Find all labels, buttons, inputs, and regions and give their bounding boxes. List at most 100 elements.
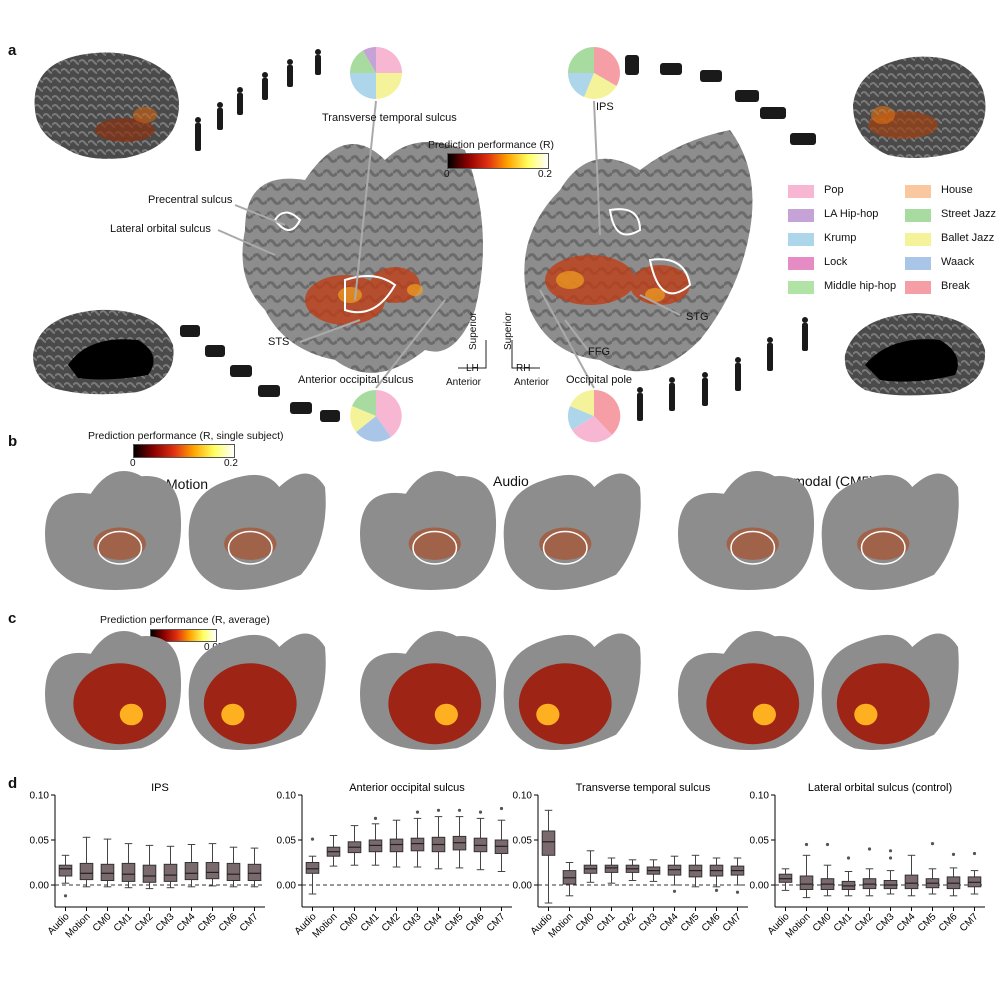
- x-tick-label: CM6: [700, 911, 723, 934]
- x-tick-label: CM2: [380, 911, 403, 934]
- box-cm2: [142, 864, 157, 883]
- activation-blob: [726, 527, 779, 560]
- colorbar-b-max: 0.2: [224, 458, 238, 469]
- x-tick-label: CM5: [679, 911, 702, 934]
- y-tick-label: 0.10: [513, 791, 533, 802]
- pie-occipital-pole: [567, 389, 621, 443]
- outlier-point: [735, 890, 740, 894]
- label-rh: RH: [516, 363, 531, 374]
- flatmap-right-hemisphere: [524, 130, 753, 372]
- brain-lateral-right-render: [853, 56, 986, 159]
- x-tick-label: CM4: [175, 911, 198, 934]
- x-tick-label: CM5: [916, 911, 939, 934]
- panel-label-b: b: [8, 433, 18, 450]
- y-tick-label: 0.05: [277, 836, 297, 847]
- x-tick-label: CM4: [422, 911, 445, 934]
- box-cm1: [121, 862, 136, 882]
- colorbar-a-min: 0: [444, 169, 450, 180]
- dancer-sequence-bottom-left: [180, 325, 340, 422]
- flatmap-audio-single: [360, 470, 641, 590]
- y-tick-label: 0.05: [750, 836, 770, 847]
- colorbar-a: [447, 153, 549, 169]
- x-tick-label: CM0: [574, 911, 597, 934]
- flatmap-cm5-single: [678, 470, 959, 590]
- brain-lateral-left-render: [34, 52, 179, 159]
- x-tick-label: CM0: [91, 911, 114, 934]
- outlier-point: [478, 810, 483, 814]
- label-anterior-right: Anterior: [514, 377, 550, 388]
- box-motion: [799, 875, 814, 890]
- box-audio: [58, 864, 73, 877]
- subplot-title: Lateral orbital sulcus (control): [808, 782, 952, 794]
- label-superior-left: Superior: [468, 312, 479, 350]
- legend-swatch: [788, 257, 814, 270]
- activation-peak: [752, 703, 776, 726]
- box-cm6: [226, 862, 241, 882]
- activation-peak: [854, 703, 878, 726]
- brain-medial-left-render: [33, 309, 174, 395]
- roi-outline: [730, 530, 776, 565]
- outlier-point: [888, 849, 893, 853]
- box-cm4: [904, 874, 919, 890]
- pie-anterior-occipital-sulcus: [350, 390, 402, 442]
- outlier-point: [63, 894, 68, 898]
- activation-blob: [203, 663, 297, 745]
- y-tick-label: 0.00: [30, 881, 50, 892]
- legend-label: Waack: [941, 256, 975, 268]
- x-tick-label: CM5: [443, 911, 466, 934]
- outlier-point: [714, 888, 719, 892]
- activation-blob: [518, 663, 612, 745]
- y-tick-label: 0.10: [750, 791, 770, 802]
- label-ffg: FFG: [588, 346, 610, 358]
- box-cm3: [410, 837, 425, 852]
- outlier-point: [867, 847, 872, 851]
- box-cm5: [205, 862, 220, 880]
- box-audio: [305, 862, 320, 874]
- colorbar-a-max: 0.2: [538, 169, 552, 180]
- x-tick-label: CM2: [853, 911, 876, 934]
- dancer-sequence-bottom-right: [637, 317, 808, 421]
- activation-peak: [434, 703, 458, 726]
- colorbar-c: [150, 629, 217, 642]
- legend-swatch: [905, 233, 931, 246]
- activation-blob: [388, 663, 482, 745]
- region-connector-lines: [217, 100, 681, 389]
- box-motion: [79, 862, 94, 881]
- flatmap-cm5-average: [678, 630, 959, 750]
- outlier-point: [888, 856, 893, 860]
- flatmap-motion-average: [45, 630, 326, 750]
- outlier-point: [415, 810, 420, 814]
- activation-peak: [119, 703, 143, 726]
- map-title-audio: Audio: [493, 473, 529, 489]
- box-cm0: [100, 863, 115, 882]
- label-superior-right: Superior: [503, 312, 514, 350]
- y-tick-label: 0.05: [513, 836, 533, 847]
- outlier-point: [457, 808, 462, 812]
- legend-label: Pop: [824, 184, 844, 196]
- outlier-point: [825, 842, 830, 847]
- colorbar-b: [133, 444, 235, 458]
- x-tick-label: CM5: [196, 911, 219, 934]
- x-tick-label: CM0: [811, 911, 834, 934]
- subplot-title: Anterior occipital sulcus: [349, 782, 465, 794]
- legend-label: Ballet Jazz: [941, 232, 995, 244]
- y-tick-label: 0.00: [277, 881, 297, 892]
- label-stg: STG: [686, 311, 709, 323]
- x-tick-label: CM6: [217, 911, 240, 934]
- flatmap-audio-average: [360, 630, 641, 750]
- pie-ips: [568, 47, 620, 99]
- brain-medial-right-render: [844, 313, 986, 396]
- activation-blob: [539, 527, 592, 560]
- activation-blob: [73, 663, 167, 745]
- x-tick-label: CM6: [464, 911, 487, 934]
- roi-outline: [97, 530, 143, 565]
- legend-swatch: [788, 281, 814, 294]
- label-anterior-occipital-sulcus: Anterior occipital sulcus: [298, 374, 414, 386]
- roi-outline: [412, 530, 458, 565]
- x-tick-label: CM6: [937, 911, 960, 934]
- colorbar-b-min: 0: [130, 458, 136, 469]
- box-cm2: [389, 838, 404, 853]
- legend-swatch: [788, 185, 814, 198]
- x-tick-label: CM3: [401, 911, 424, 934]
- x-tick-label: CM4: [658, 911, 681, 934]
